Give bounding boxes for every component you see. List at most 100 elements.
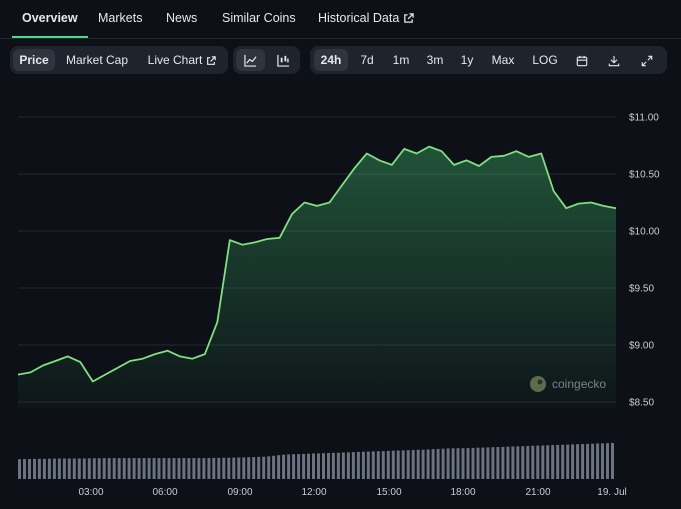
volume-bar xyxy=(167,458,171,479)
candlestick-chart-icon xyxy=(277,55,290,68)
volume-bar xyxy=(28,459,31,479)
volume-bar xyxy=(451,448,455,479)
volume-bar xyxy=(107,458,111,479)
volume-bar xyxy=(416,449,420,479)
range-1m-button[interactable]: 1m xyxy=(386,49,416,71)
line-chart-button[interactable] xyxy=(236,49,265,71)
x-tick-label: 06:00 xyxy=(152,487,177,498)
volume-bar xyxy=(152,458,156,479)
x-tick-label: 21:00 xyxy=(525,487,550,498)
price-button[interactable]: Price xyxy=(13,49,55,71)
market-cap-button[interactable]: Market Cap xyxy=(61,49,133,71)
volume-bar xyxy=(217,457,221,479)
volume-bar xyxy=(317,453,320,479)
log-scale-button[interactable]: LOG xyxy=(526,49,564,71)
volume-bar xyxy=(18,459,21,479)
volume-bar xyxy=(142,458,146,479)
volume-bar xyxy=(516,446,520,479)
tab-label: Similar Coins xyxy=(222,11,296,25)
volume-bar xyxy=(546,445,550,479)
volume-bar xyxy=(436,449,440,479)
expand-icon xyxy=(641,55,653,67)
volume-bar xyxy=(197,458,201,479)
calendar-button[interactable] xyxy=(568,49,596,71)
fullscreen-button[interactable] xyxy=(633,49,661,71)
live-chart-button[interactable]: Live Chart xyxy=(140,49,224,71)
volume-bar xyxy=(57,458,61,479)
volume-bar xyxy=(182,458,186,479)
range-1y-button[interactable]: 1y xyxy=(454,49,480,71)
volume-bar xyxy=(23,459,26,479)
volume-bar xyxy=(92,458,96,479)
volume-bar xyxy=(541,445,545,479)
volume-bar xyxy=(207,458,211,479)
price-chart[interactable]: $11.00$10.50$10.00$9.50$9.00$8.50 03:00 0… xyxy=(0,100,681,509)
volume-bar xyxy=(97,458,101,479)
volume-bar xyxy=(157,458,161,479)
tab-overview[interactable]: Overview xyxy=(12,0,88,38)
volume-bar xyxy=(33,458,36,479)
time-range-group: 24h 7d 1m 3m 1y Max LOG xyxy=(310,46,667,74)
tab-historical-data[interactable]: Historical Data xyxy=(318,0,415,36)
volume-bar xyxy=(37,458,41,479)
volume-bar xyxy=(506,446,510,479)
y-axis: $11.00 $10.50 $10.00 $9.50 $9.00 $8.50 xyxy=(629,113,660,409)
y-tick-label: $10.50 xyxy=(629,170,660,181)
tab-label: Markets xyxy=(98,11,143,25)
volume-bar xyxy=(441,448,445,479)
volume-bar xyxy=(262,456,266,479)
volume-bar xyxy=(132,458,136,479)
candlestick-chart-button[interactable] xyxy=(269,49,298,71)
tab-similar-coins[interactable]: Similar Coins xyxy=(222,0,296,36)
volume-bar xyxy=(242,457,246,479)
volume-bar xyxy=(122,458,126,479)
volume-bar xyxy=(446,448,450,479)
download-icon xyxy=(608,55,620,67)
tab-label: Historical Data xyxy=(318,11,400,25)
x-tick-label: 18:00 xyxy=(450,487,475,498)
volume-bar xyxy=(351,452,355,479)
volume-bar xyxy=(531,445,535,479)
volume-bar xyxy=(47,458,51,479)
volume-bar xyxy=(297,454,301,479)
volume-bar xyxy=(346,452,350,479)
volume-bar xyxy=(491,447,495,479)
y-tick-label: $9.00 xyxy=(629,341,654,352)
tab-news[interactable]: News xyxy=(166,0,197,36)
volume-bar xyxy=(112,458,116,479)
volume-bar xyxy=(117,458,121,479)
volume-bar xyxy=(536,445,540,479)
volume-bar xyxy=(611,443,614,479)
volume-bar xyxy=(596,443,600,479)
volume-bar xyxy=(72,458,76,479)
range-max-button[interactable]: Max xyxy=(485,49,521,71)
coingecko-watermark: coingecko xyxy=(530,376,606,392)
volume-bar xyxy=(426,449,430,479)
volume-bar xyxy=(202,458,206,479)
volume-bar xyxy=(566,444,570,479)
download-button[interactable] xyxy=(600,49,628,71)
volume-bar xyxy=(257,456,261,479)
volume-bar xyxy=(401,450,405,479)
volume-bar xyxy=(501,446,505,479)
volume-bar xyxy=(267,456,271,479)
range-label: 24h xyxy=(320,53,342,67)
volume-bar xyxy=(77,458,81,479)
volume-bar xyxy=(576,444,580,479)
tab-markets[interactable]: Markets xyxy=(98,0,142,36)
volume-bar xyxy=(331,452,335,479)
volume-bar xyxy=(376,451,380,479)
volume-bar xyxy=(471,447,475,479)
live-chart-label: Live Chart xyxy=(147,53,203,67)
range-7d-button[interactable]: 7d xyxy=(352,49,382,71)
x-tick-label: 12:00 xyxy=(301,487,326,498)
volume-bar xyxy=(307,453,310,479)
watermark-text: coingecko xyxy=(552,377,606,391)
volume-bar xyxy=(361,451,365,479)
range-3m-button[interactable]: 3m xyxy=(420,49,450,71)
range-label: 7d xyxy=(360,53,374,67)
volume-bar xyxy=(571,444,575,479)
range-24h-button[interactable]: 24h xyxy=(314,49,348,71)
line-chart-icon xyxy=(244,55,257,68)
volume-bar xyxy=(561,444,565,479)
